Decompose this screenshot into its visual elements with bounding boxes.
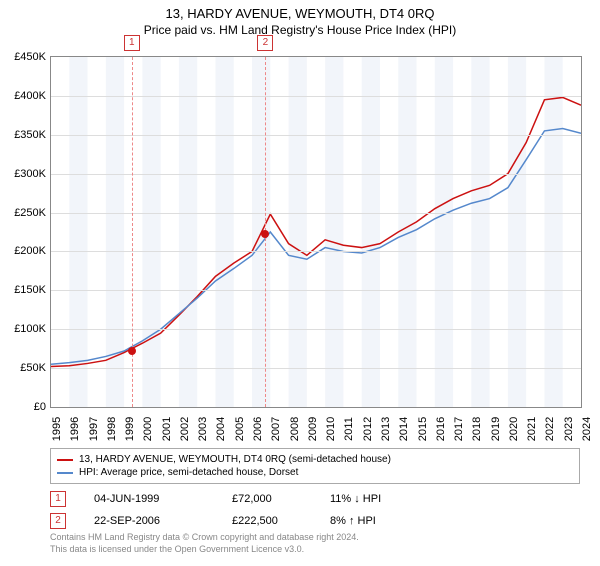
- event-badge-2: 2: [50, 513, 66, 529]
- chart-title: 13, HARDY AVENUE, WEYMOUTH, DT4 0RQ: [0, 6, 600, 21]
- event-badge-1: 1: [50, 491, 66, 507]
- footer-line-1: Contains HM Land Registry data © Crown c…: [50, 532, 580, 544]
- chart-event-badge: 2: [257, 35, 273, 51]
- x-tick-label: 2010: [325, 417, 337, 441]
- footer-line-2: This data is licensed under the Open Gov…: [50, 544, 580, 556]
- x-tick-label: 2008: [289, 417, 301, 441]
- event-date-1: 04-JUN-1999: [94, 493, 204, 505]
- x-tick-label: 2009: [307, 417, 319, 441]
- chart-subtitle: Price paid vs. HM Land Registry's House …: [0, 23, 600, 37]
- chart-event-badge: 1: [124, 35, 140, 51]
- x-tick-label: 2024: [581, 417, 593, 441]
- footer: Contains HM Land Registry data © Crown c…: [50, 532, 580, 555]
- x-tick-label: 1995: [51, 417, 63, 441]
- events-table: 1 04-JUN-1999 £72,000 11% ↓ HPI 2 22-SEP…: [50, 488, 580, 532]
- y-tick-label: £0: [6, 401, 46, 413]
- y-tick-label: £50K: [6, 362, 46, 374]
- legend-row-2: HPI: Average price, semi-detached house,…: [57, 466, 573, 479]
- event-dot: [128, 347, 136, 355]
- x-tick-label: 1998: [106, 417, 118, 441]
- x-tick-label: 2023: [563, 417, 575, 441]
- x-tick-label: 2022: [544, 417, 556, 441]
- x-tick-label: 2006: [252, 417, 264, 441]
- event-price-1: £72,000: [232, 493, 302, 505]
- x-tick-label: 2004: [215, 417, 227, 441]
- x-tick-label: 2020: [508, 417, 520, 441]
- y-tick-label: £250K: [6, 207, 46, 219]
- x-tick-label: 2007: [270, 417, 282, 441]
- plot-region: £0£50K£100K£150K£200K£250K£300K£350K£400…: [50, 56, 582, 408]
- y-tick-label: £200K: [6, 245, 46, 257]
- y-tick-label: £400K: [6, 90, 46, 102]
- y-tick-label: £100K: [6, 323, 46, 335]
- x-tick-label: 2002: [179, 417, 191, 441]
- x-tick-label: 2017: [453, 417, 465, 441]
- legend-row-1: 13, HARDY AVENUE, WEYMOUTH, DT4 0RQ (sem…: [57, 453, 573, 466]
- x-tick-label: 2012: [362, 417, 374, 441]
- y-tick-label: £150K: [6, 284, 46, 296]
- x-tick-label: 2019: [490, 417, 502, 441]
- x-tick-label: 2011: [343, 417, 355, 441]
- event-row-2: 2 22-SEP-2006 £222,500 8% ↑ HPI: [50, 510, 580, 532]
- x-tick-label: 2013: [380, 417, 392, 441]
- legend-box: 13, HARDY AVENUE, WEYMOUTH, DT4 0RQ (sem…: [50, 448, 580, 484]
- x-tick-label: 2005: [234, 417, 246, 441]
- x-tick-label: 2015: [417, 417, 429, 441]
- legend-label-1: 13, HARDY AVENUE, WEYMOUTH, DT4 0RQ (sem…: [79, 454, 391, 465]
- event-delta-1: 11% ↓ HPI: [330, 493, 410, 505]
- x-tick-label: 1999: [124, 417, 136, 441]
- event-date-2: 22-SEP-2006: [94, 515, 204, 527]
- x-tick-label: 2014: [398, 417, 410, 441]
- x-tick-label: 2016: [435, 417, 447, 441]
- event-price-2: £222,500: [232, 515, 302, 527]
- x-tick-label: 2021: [526, 417, 538, 441]
- event-row-1: 1 04-JUN-1999 £72,000 11% ↓ HPI: [50, 488, 580, 510]
- y-tick-label: £450K: [6, 51, 46, 63]
- y-tick-label: £300K: [6, 168, 46, 180]
- x-tick-label: 1996: [69, 417, 81, 441]
- x-tick-label: 2018: [471, 417, 483, 441]
- legend-swatch-2: [57, 472, 73, 474]
- legend-swatch-1: [57, 459, 73, 461]
- chart-area: £0£50K£100K£150K£200K£250K£300K£350K£400…: [50, 56, 580, 406]
- event-dot: [261, 230, 269, 238]
- x-tick-label: 2003: [197, 417, 209, 441]
- x-tick-label: 1997: [88, 417, 100, 441]
- event-delta-2: 8% ↑ HPI: [330, 515, 410, 527]
- x-tick-label: 2000: [142, 417, 154, 441]
- legend-label-2: HPI: Average price, semi-detached house,…: [79, 467, 298, 478]
- x-tick-label: 2001: [161, 417, 173, 441]
- y-tick-label: £350K: [6, 129, 46, 141]
